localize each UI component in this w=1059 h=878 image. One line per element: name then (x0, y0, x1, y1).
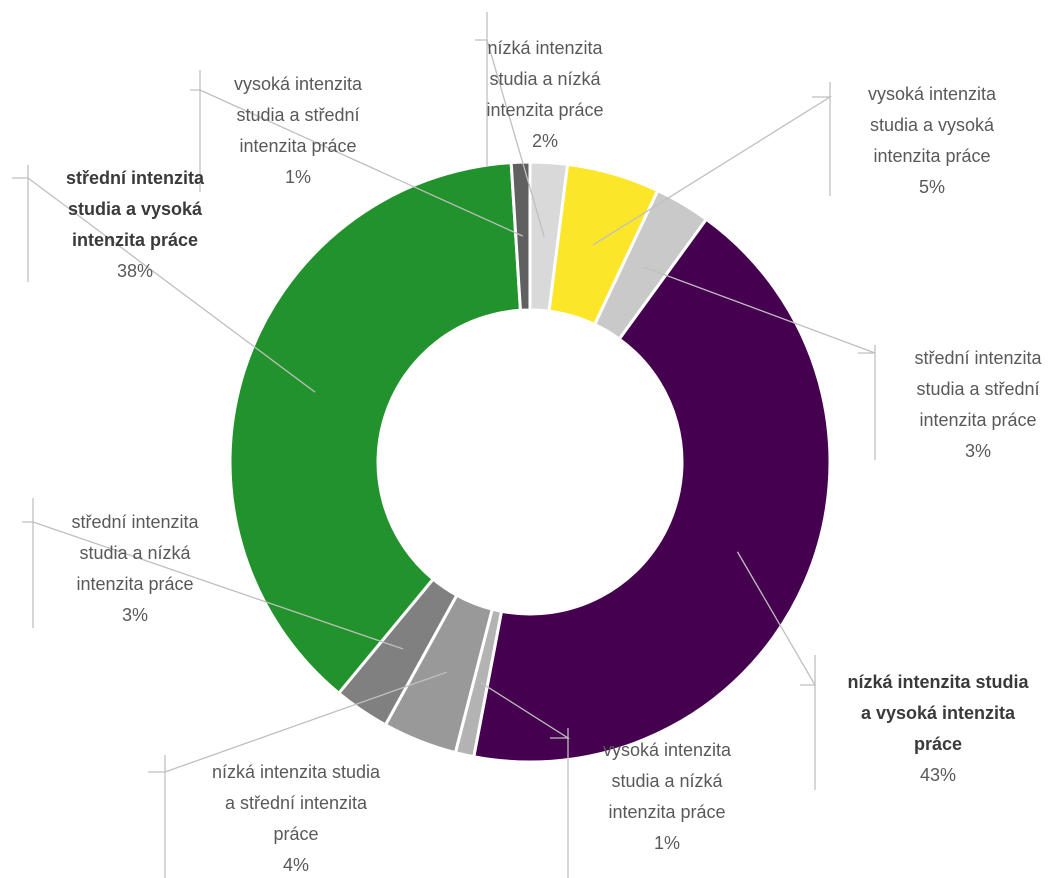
slice-name-line: vysoká intenzita (603, 740, 732, 760)
slice-name-line: střední intenzita (71, 512, 199, 532)
slice-name-line: nízká intenzita studia (212, 762, 381, 782)
leader-line (644, 266, 876, 354)
slice-label: střední intenzita studia a vysoká intenzit… (66, 168, 205, 281)
slice-name-line: intenzita práce (76, 574, 193, 594)
slice-label: vysoká intenzita studia a nízká intenzita … (603, 740, 732, 853)
slice-name-line: vysoká intenzita (234, 74, 363, 94)
slice-label: nízká intenzita studia a nízká intenzita p… (486, 38, 603, 151)
slice-name-line: intenzita práce (873, 146, 990, 166)
donut-slice (228, 160, 523, 696)
leader-line (592, 96, 833, 246)
slice-name-line: intenzita práce (919, 410, 1036, 430)
slice-name-line: práce (914, 734, 962, 754)
slice-name-line: střední intenzita (914, 348, 1042, 368)
donut-slice (509, 160, 532, 312)
slice-name-line: a vysoká intenzita (861, 703, 1016, 723)
slice-name-line: vysoká intenzita (868, 84, 997, 104)
slice-value-label: 1% (285, 167, 311, 187)
slice-value-label: 3% (122, 605, 148, 625)
slices-group (228, 160, 832, 764)
slice-name-line: intenzita práce (239, 136, 356, 156)
leader-line (12, 177, 316, 393)
labels-group: nízká intenzita studia a nízká intenzita p… (66, 38, 1043, 875)
donut-slice (472, 217, 832, 764)
slice-value-label: 1% (654, 833, 680, 853)
slice-name-line: studia a nízká (489, 69, 601, 89)
slice-name-line: intenzita práce (608, 802, 725, 822)
slice-label: střední intenzita studia a nízká intenzita… (71, 512, 199, 625)
slice-value-label: 3% (965, 441, 991, 461)
leader-line (190, 89, 524, 237)
slice-name-line: střední intenzita (66, 168, 205, 188)
slice-name-line: studia a střední (236, 105, 359, 125)
leader-line (480, 682, 571, 739)
slice-label: vysoká intenzita studia a střední intenzit… (234, 74, 363, 187)
slice-name-line: a střední intenzita (225, 793, 368, 813)
slice-name-line: intenzita práce (72, 230, 198, 250)
leader-line (22, 521, 404, 650)
slice-name-line: studia a nízká (79, 543, 191, 563)
slice-label: nízká intenzita studia a vysoká intenzita… (847, 672, 1029, 785)
slice-name-line: práce (273, 824, 318, 844)
slice-name-line: nízká intenzita studia (847, 672, 1029, 692)
leader-lines-group (12, 12, 876, 878)
slice-name-line: studia a vysoká (870, 115, 995, 135)
slice-name-line: intenzita práce (486, 100, 603, 120)
slice-name-line: studia a nízká (611, 771, 723, 791)
slice-value-label: 43% (920, 765, 956, 785)
slice-name-line: nízká intenzita (487, 38, 603, 58)
slice-value-label: 38% (117, 261, 153, 281)
leader-line (148, 671, 448, 773)
leader-line (475, 39, 545, 237)
slice-value-label: 5% (919, 177, 945, 197)
slice-label: vysoká intenzita studia a vysoká intenzita… (868, 84, 997, 197)
slice-label: nízká intenzita studia a střední intenzit… (212, 762, 381, 875)
leader-line (736, 551, 817, 686)
slice-name-line: studia a střední (916, 379, 1039, 399)
slice-label: střední intenzita studia a střední intenzi… (914, 348, 1042, 461)
slice-value-label: 4% (283, 855, 309, 875)
slice-value-label: 2% (532, 131, 558, 151)
slice-name-line: studia a vysoká (68, 199, 203, 219)
